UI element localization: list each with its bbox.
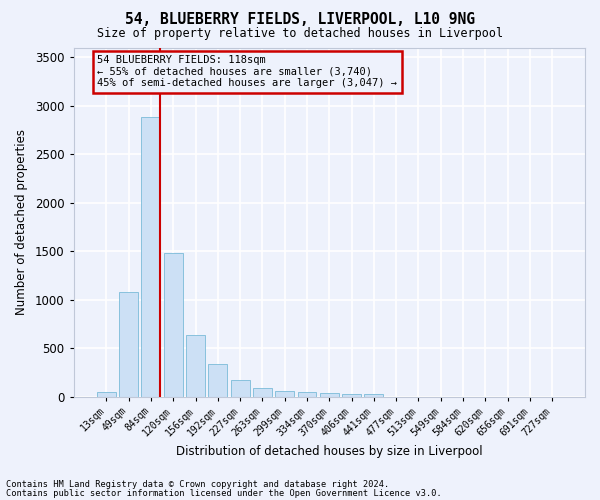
Bar — [230, 380, 250, 396]
X-axis label: Distribution of detached houses by size in Liverpool: Distribution of detached houses by size … — [176, 444, 482, 458]
Text: Contains public sector information licensed under the Open Government Licence v3: Contains public sector information licen… — [6, 488, 442, 498]
Bar — [186, 336, 205, 396]
Text: 54 BLUEBERRY FIELDS: 118sqm
← 55% of detached houses are smaller (3,740)
45% of : 54 BLUEBERRY FIELDS: 118sqm ← 55% of det… — [97, 56, 397, 88]
Bar — [364, 394, 383, 396]
Bar — [320, 393, 339, 396]
Y-axis label: Number of detached properties: Number of detached properties — [15, 129, 28, 315]
Bar — [275, 390, 294, 396]
Bar — [142, 118, 160, 396]
Bar — [119, 292, 138, 397]
Bar — [298, 392, 316, 396]
Text: Size of property relative to detached houses in Liverpool: Size of property relative to detached ho… — [97, 28, 503, 40]
Bar — [208, 364, 227, 396]
Bar — [164, 253, 182, 396]
Text: 54, BLUEBERRY FIELDS, LIVERPOOL, L10 9NG: 54, BLUEBERRY FIELDS, LIVERPOOL, L10 9NG — [125, 12, 475, 28]
Bar — [97, 392, 116, 396]
Text: Contains HM Land Registry data © Crown copyright and database right 2024.: Contains HM Land Registry data © Crown c… — [6, 480, 389, 489]
Bar — [253, 388, 272, 396]
Bar — [342, 394, 361, 396]
